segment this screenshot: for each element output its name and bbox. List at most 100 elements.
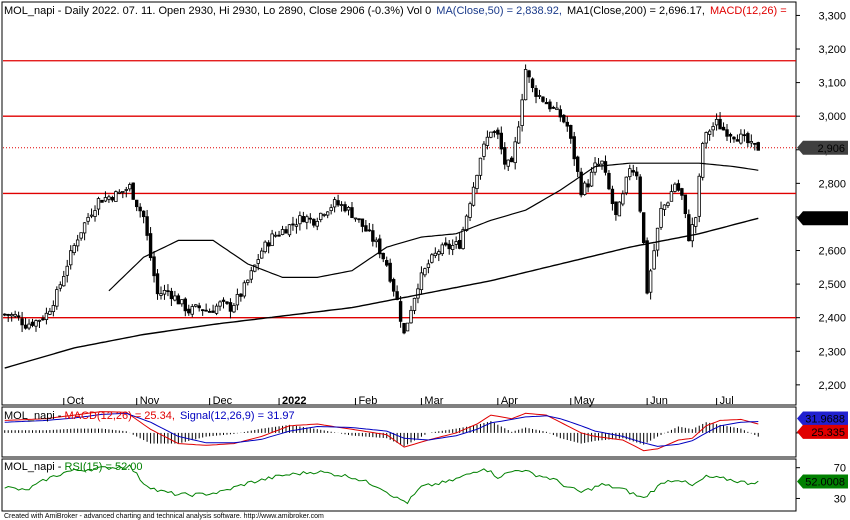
candle xyxy=(527,69,531,83)
candle xyxy=(645,237,649,295)
candle xyxy=(614,201,618,221)
candle xyxy=(353,217,358,222)
candle xyxy=(72,243,76,256)
candle xyxy=(464,214,469,232)
candle xyxy=(336,194,340,207)
rsi-header: MOL_napi - RSI(15) = 52.00 xyxy=(4,461,143,473)
close-badge-label: 2,906 xyxy=(817,143,845,155)
candle xyxy=(246,279,250,286)
candle xyxy=(482,141,486,161)
candle xyxy=(732,136,736,143)
candle xyxy=(103,191,108,203)
candle xyxy=(253,264,257,273)
candle xyxy=(128,182,132,192)
candle xyxy=(562,114,566,124)
candle xyxy=(419,266,424,295)
ma200-badge: 2,696.17 xyxy=(797,211,848,226)
candle xyxy=(329,204,333,215)
candle xyxy=(159,286,163,300)
candle xyxy=(346,205,351,216)
candle xyxy=(319,212,323,223)
signal-header-value: Signal(12,26,9) = 31.97 xyxy=(180,410,295,422)
candle xyxy=(617,201,622,217)
ma200-badge-label: 2,696.17 xyxy=(802,213,845,225)
candle xyxy=(141,210,146,224)
candle xyxy=(398,295,403,328)
candle xyxy=(447,240,451,255)
candle xyxy=(485,130,490,150)
candle xyxy=(433,247,438,259)
candle xyxy=(325,211,330,219)
macd-header-value: MACD(12,26) = 25.34, xyxy=(65,410,175,422)
y-tick-label: 2,600 xyxy=(818,246,846,258)
candle xyxy=(357,218,361,223)
candle xyxy=(65,259,69,283)
candle xyxy=(475,174,479,193)
y-tick-label: 2,800 xyxy=(818,178,846,190)
macd-pane-frame xyxy=(1,406,797,458)
candle xyxy=(6,313,10,322)
candle xyxy=(468,201,472,222)
candle xyxy=(575,155,580,178)
candle xyxy=(381,252,385,263)
rsi-y-tick-label: 30 xyxy=(834,493,846,505)
candle xyxy=(367,223,372,232)
candle xyxy=(298,211,302,231)
candle xyxy=(680,187,684,200)
candle xyxy=(388,258,392,284)
candle xyxy=(305,214,309,230)
rsi-badge: 52.0008 xyxy=(797,474,848,489)
candle xyxy=(242,280,247,299)
month-label: Mar xyxy=(424,395,443,407)
candle xyxy=(405,322,410,332)
candle xyxy=(180,299,184,307)
rsi-header-prefix: MOL_napi - xyxy=(4,461,65,473)
candle xyxy=(291,216,295,231)
candle xyxy=(173,290,177,302)
month-label: Apr xyxy=(501,395,518,407)
candle xyxy=(332,196,337,213)
month-label: Oct xyxy=(67,395,84,407)
candle xyxy=(148,227,153,261)
candle xyxy=(62,270,66,287)
candle xyxy=(714,113,719,131)
candle xyxy=(51,300,56,317)
candle xyxy=(117,189,122,195)
candle xyxy=(440,242,444,256)
ma200-line xyxy=(4,217,759,369)
candle xyxy=(582,180,587,196)
candle xyxy=(523,64,528,101)
candle xyxy=(676,179,681,192)
signal-line xyxy=(4,412,759,447)
rsi-line xyxy=(4,464,759,505)
candle xyxy=(551,105,556,109)
candle xyxy=(263,240,267,254)
candle xyxy=(228,298,233,319)
footer-credit: Created with AmiBroker - advanced charti… xyxy=(4,513,324,520)
candle xyxy=(430,253,434,264)
candle xyxy=(742,129,747,142)
month-label: Dec xyxy=(213,395,233,407)
candle xyxy=(378,234,382,259)
candle xyxy=(312,218,316,228)
candle xyxy=(735,134,740,142)
candle xyxy=(610,185,615,211)
candle xyxy=(756,141,760,151)
macd-header-prefix: MOL_napi - xyxy=(4,410,65,422)
candle xyxy=(496,127,500,140)
candle xyxy=(86,213,90,225)
candle xyxy=(343,201,347,213)
candle xyxy=(270,229,274,247)
close-badge: 2,906 xyxy=(797,140,848,155)
candle xyxy=(635,166,639,180)
candle xyxy=(200,309,205,316)
candle xyxy=(659,201,663,230)
candle xyxy=(110,195,115,203)
signal-badge-label: 31.9688 xyxy=(805,414,845,426)
candle xyxy=(690,217,694,248)
candle xyxy=(450,239,455,256)
candle xyxy=(503,142,507,170)
header-ma50: MA(Close,50) = 2,838.92, xyxy=(436,5,562,17)
candle xyxy=(239,293,243,302)
candle xyxy=(537,89,542,100)
